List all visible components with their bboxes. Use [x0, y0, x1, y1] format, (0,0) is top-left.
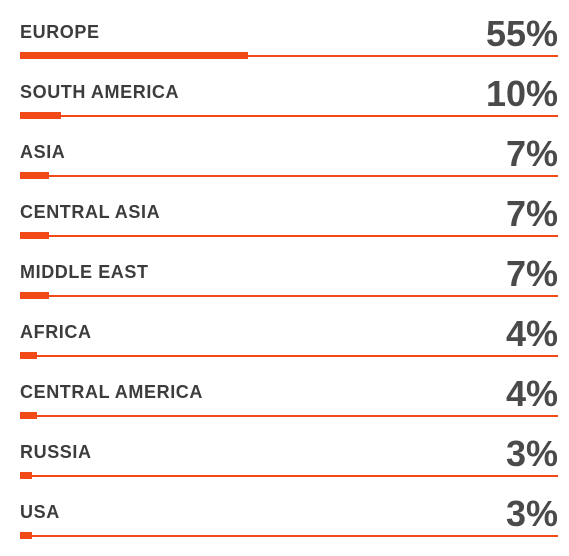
bar — [20, 232, 49, 239]
bar-row: MIDDLE EAST 7% — [20, 250, 558, 310]
bar — [20, 292, 49, 299]
bar-row: CENTRAL ASIA 7% — [20, 190, 558, 250]
bar-track — [20, 535, 558, 537]
bar-row: ASIA 7% — [20, 130, 558, 190]
value-label: 4% — [505, 373, 558, 414]
category-label: CENTRAL ASIA — [20, 202, 161, 222]
bar-track — [20, 295, 558, 297]
bar — [20, 532, 33, 539]
category-label: RUSSIA — [20, 442, 92, 462]
bar-row: USA 3% — [20, 490, 558, 550]
bar-row: EUROPE 55% — [20, 10, 558, 70]
bar-track — [20, 475, 558, 477]
value-label: 3% — [505, 493, 558, 534]
category-label: AFRICA — [20, 322, 92, 342]
category-label: ASIA — [20, 142, 66, 162]
bar — [20, 52, 248, 59]
bar-row: CENTRAL AMERICA 4% — [20, 370, 558, 430]
category-label: EUROPE — [20, 22, 100, 42]
category-label: SOUTH AMERICA — [20, 82, 180, 102]
value-label: 10% — [485, 73, 558, 114]
bar — [20, 112, 62, 119]
value-label: 7% — [505, 193, 558, 234]
bar-row: RUSSIA 3% — [20, 430, 558, 490]
bar-row: AFRICA 4% — [20, 310, 558, 370]
bar-track — [20, 415, 558, 417]
bar — [20, 172, 49, 179]
bar-row: SOUTH AMERICA 10% — [20, 70, 558, 130]
bar-track — [20, 175, 558, 177]
category-label: CENTRAL AMERICA — [20, 382, 203, 402]
value-label: 55% — [485, 13, 558, 54]
bar — [20, 352, 37, 359]
category-label: USA — [20, 502, 60, 522]
bar-track — [20, 115, 558, 117]
value-label: 4% — [505, 313, 558, 354]
value-label: 7% — [505, 253, 558, 294]
bar-track — [20, 235, 558, 237]
bar — [20, 412, 37, 419]
value-label: 3% — [505, 433, 558, 474]
bar-track — [20, 355, 558, 357]
bar-track — [20, 55, 558, 57]
bar — [20, 472, 33, 479]
bar-chart: EUROPE 55% SOUTH AMERICA 10% ASIA 7% CENTRAL A… — [20, 10, 558, 550]
value-label: 7% — [505, 133, 558, 174]
category-label: MIDDLE EAST — [20, 262, 149, 282]
